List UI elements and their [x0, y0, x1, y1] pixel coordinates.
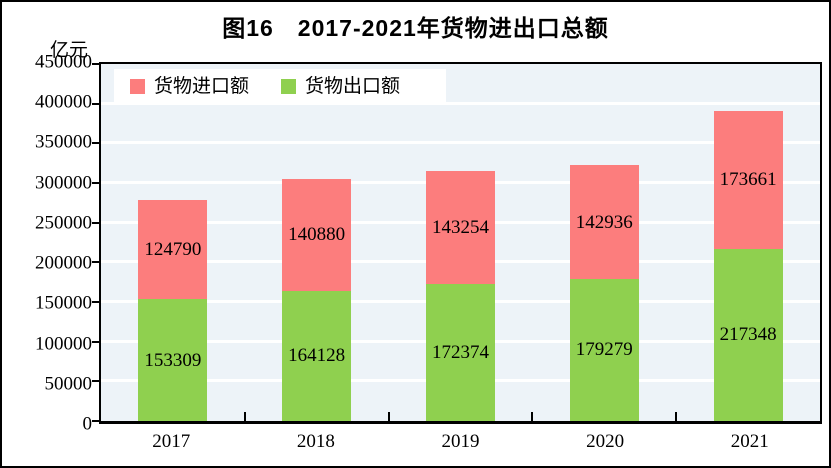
legend-item-货物进口额: 货物进口额 [130, 77, 249, 96]
bar-value-label: 142936 [575, 211, 633, 233]
y-axis-tick [92, 420, 99, 422]
x-axis-label-2017: 2017 [152, 431, 191, 452]
x-axis-label-2018: 2018 [296, 431, 335, 452]
legend-swatch-icon [130, 79, 145, 94]
x-axis-tick [387, 412, 390, 421]
y-axis-label: 0 [82, 413, 93, 435]
bar-value-label: 217348 [719, 324, 777, 346]
x-axis-tick [531, 412, 534, 421]
x-axis-label-2020: 2020 [586, 431, 625, 452]
y-axis-label: 250000 [35, 212, 92, 234]
y-axis-label: 200000 [35, 252, 92, 274]
bar-2019: 172374 143254 [389, 64, 533, 421]
y-axis-tick [92, 340, 99, 343]
bar-2021: 217348 173661 [676, 64, 820, 421]
bar-value-label: 172374 [431, 342, 489, 364]
x-axis-tick [675, 412, 678, 421]
y-axis-tick [92, 182, 99, 184]
y-axis-tick [92, 63, 99, 65]
legend-label: 货物进口额 [154, 76, 250, 97]
bar-value-label: 164128 [288, 345, 346, 367]
bar-2020: 179279 142936 [532, 64, 676, 421]
bar-value-label: 124790 [144, 239, 202, 261]
bar-value-label: 143254 [431, 216, 489, 238]
bar-segment-货物出口额-2017: 153309 [138, 299, 208, 421]
y-axis-unit-label: 亿元 [49, 40, 88, 61]
bar-2017: 153309 124790 [101, 64, 245, 421]
y-axis-tick [92, 142, 99, 145]
bar-value-label: 179279 [575, 339, 633, 361]
y-axis-label: 400000 [35, 91, 92, 113]
bar-segment-货物进口额-2018: 140880 [282, 179, 352, 291]
y-axis-tick [92, 301, 99, 303]
bar-2018: 164128 140880 [245, 64, 389, 421]
y-axis-tick [92, 261, 99, 264]
bar-segment-货物出口额-2021: 217348 [713, 248, 783, 421]
gridline [101, 101, 820, 105]
y-axis-label: 100000 [35, 333, 92, 355]
bar-segment-货物进口额-2017: 124790 [138, 200, 208, 300]
bar-segment-货物出口额-2020: 179279 [569, 278, 639, 421]
bar-segment-货物出口额-2019: 172374 [425, 284, 495, 421]
y-axis: 0 50000 100000 150000 200000 250000 300000 3500… [2, 53, 93, 434]
y-axis-tick [92, 221, 99, 224]
bar-segment-货物进口额-2019: 143254 [425, 170, 495, 285]
bar-segment-货物进口额-2021: 173661 [713, 110, 783, 249]
y-axis-label: 450000 [35, 51, 92, 73]
y-axis-label: 150000 [35, 292, 92, 314]
y-axis-tick [92, 380, 99, 383]
legend: 货物进口额 货物出口额 [114, 69, 447, 105]
bar-segment-货物出口额-2018: 164128 [282, 290, 352, 421]
legend-item-货物出口额: 货物出口额 [281, 77, 400, 96]
chart-title: 图16 2017-2021年货物进出口总额 [222, 15, 609, 41]
x-axis-tick [243, 412, 246, 421]
x-axis-label-2019: 2019 [441, 431, 480, 452]
bar-value-label: 173661 [719, 169, 777, 191]
y-axis-label: 350000 [35, 131, 92, 153]
y-axis-tick [92, 102, 99, 105]
plot-area: 货物进口额 货物出口额 153309 124790 164128 140880 17237… [92, 62, 822, 424]
x-axis: 2017 2018 2019 2020 2021 [99, 431, 822, 457]
bar-segment-货物进口额-2020: 142936 [569, 165, 639, 279]
y-axis-label: 50000 [44, 373, 93, 395]
gridline [101, 141, 820, 145]
x-axis-label-2021: 2021 [730, 431, 769, 452]
legend-swatch-icon [281, 79, 297, 94]
bar-value-label: 153309 [144, 349, 202, 371]
legend-label: 货物出口额 [305, 76, 401, 97]
y-axis-label: 300000 [35, 172, 92, 194]
bar-value-label: 140880 [288, 224, 346, 246]
